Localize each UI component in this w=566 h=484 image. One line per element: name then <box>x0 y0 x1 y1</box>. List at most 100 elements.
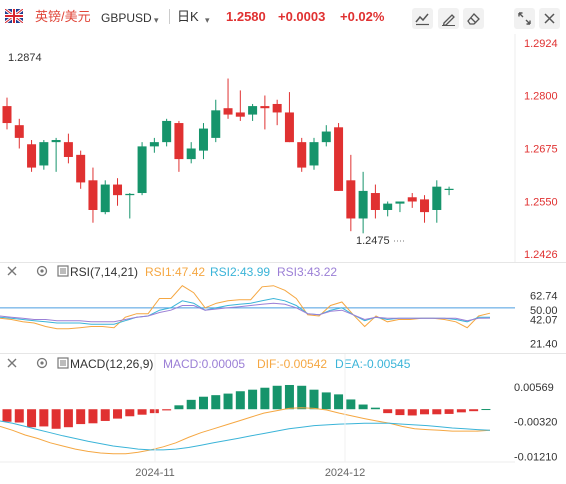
candlestick-chart[interactable]: 1.2924 1.2800 1.2675 1.2550 1.2426 1.2874 1.24… <box>0 34 566 263</box>
macd-histogram-bar <box>51 409 61 429</box>
macd-histogram-bar <box>395 409 405 416</box>
macd-histogram-bar <box>456 409 466 413</box>
uk-flag-icon <box>5 9 23 23</box>
candle-body <box>186 148 196 160</box>
macd-histogram-bar <box>27 409 37 428</box>
symbol-code[interactable]: GBPUSD <box>101 11 152 25</box>
symbol-dropdown-icon[interactable]: ▾ <box>154 15 159 25</box>
rsi3-value: RSI3:43.22 <box>277 265 338 279</box>
candle-body <box>235 112 245 117</box>
hide-indicator-icon[interactable] <box>6 357 18 369</box>
candle-body <box>14 125 24 138</box>
price-tick-label: 1.2675 <box>524 144 558 156</box>
macd-histogram-bar <box>2 409 12 422</box>
dea-line <box>0 420 491 451</box>
time-tick-label: 2024-12 <box>325 467 365 479</box>
candle-body <box>248 106 258 115</box>
dea-value: DEA:-0.00545 <box>335 357 411 371</box>
price-tick-label: 1.2550 <box>524 197 558 209</box>
chart-header: 英镑/美元 GBPUSD ▾ 日K ▾ 1.2580 +0.0003 +0.02… <box>0 0 566 34</box>
candle-body <box>51 140 61 143</box>
gear-icon[interactable] <box>36 265 48 277</box>
macd-histogram-bar <box>76 409 86 425</box>
high-price-label: 1.2874 <box>8 52 42 64</box>
candle-body <box>260 106 270 109</box>
rsi-tick-label: 42.07 <box>530 314 558 326</box>
macd-chart[interactable]: 0.00569 -0.00320 -0.01210 2024-11 2024-12 <box>0 354 566 484</box>
expand-icon <box>518 12 531 25</box>
fullscreen-button[interactable] <box>514 8 535 29</box>
rsi1-value: RSI1:47.42 <box>145 265 206 279</box>
panel-divider <box>0 262 566 263</box>
macd-histogram-bar <box>272 385 282 410</box>
candle-body <box>346 180 356 219</box>
line-chart-icon <box>415 13 429 26</box>
candle-body <box>39 142 49 166</box>
macd-histogram-bar <box>383 409 393 414</box>
macd-histogram-bar <box>444 409 454 414</box>
candle-body <box>27 144 37 168</box>
hide-indicator-icon[interactable] <box>6 265 18 277</box>
macd-histogram-bar <box>137 409 147 415</box>
macd-histogram-bar <box>481 409 491 411</box>
draw-button[interactable] <box>438 8 459 29</box>
macd-histogram-bar <box>162 409 172 411</box>
candle-body <box>63 142 73 157</box>
macd-histogram-bar <box>321 392 331 410</box>
rsi-series-3-line <box>0 302 491 323</box>
macd-histogram-bar <box>334 394 344 410</box>
macd-histogram-bar <box>432 409 442 415</box>
line-chart-button[interactable] <box>412 8 433 29</box>
pencil-icon <box>442 14 455 26</box>
candle-body <box>407 197 417 202</box>
candle-body <box>125 193 135 196</box>
candle-body <box>334 127 344 191</box>
rsi-title[interactable]: RSI(7,14,21) <box>70 265 139 279</box>
rsi-tick-label: 21.40 <box>530 339 558 351</box>
macd-histogram-bar <box>469 409 479 412</box>
period-selector[interactable]: 日K <box>177 9 199 24</box>
candle-body <box>162 120 172 143</box>
indicator-list-icon[interactable] <box>57 265 69 277</box>
price-tick-label: 1.2800 <box>524 90 558 102</box>
rsi-tick-label: 62.74 <box>530 290 558 302</box>
erase-button[interactable] <box>463 8 484 29</box>
macd-tick-label: -0.00320 <box>514 417 557 429</box>
candle-body <box>358 190 368 219</box>
price-change: +0.0003 <box>278 9 326 24</box>
close-icon <box>544 13 555 24</box>
indicator-list-icon[interactable] <box>57 357 69 369</box>
gear-icon[interactable] <box>36 357 48 369</box>
macd-histogram-bar <box>235 391 245 410</box>
macd-histogram-bar <box>407 409 417 416</box>
macd-histogram-bar <box>88 409 98 424</box>
macd-histogram-bar <box>284 384 294 410</box>
macd-histogram-bar <box>113 409 123 419</box>
candle-body <box>272 103 282 113</box>
price-change-percent: +0.02% <box>340 9 385 24</box>
macd-histogram-bar <box>346 399 356 410</box>
macd-title[interactable]: MACD(12,26,9) <box>70 357 154 371</box>
macd-histogram-bar <box>174 405 184 410</box>
price-tick-label: 1.2426 <box>524 249 558 261</box>
candle-body <box>420 199 430 213</box>
candle-body <box>309 142 319 166</box>
candle-body <box>137 146 147 194</box>
macd-histogram-bar <box>211 395 221 410</box>
macd-tick-label: 0.00569 <box>514 382 554 394</box>
macd-histogram-bar <box>125 409 135 417</box>
candle-body <box>211 110 221 138</box>
macd-histogram-bar <box>186 399 196 410</box>
dif-value: DIF:-0.00542 <box>257 357 328 371</box>
panel-divider <box>0 353 566 354</box>
candle-body <box>432 186 442 210</box>
candle-body <box>88 180 98 210</box>
symbol-name[interactable]: 英镑/美元 <box>35 9 91 24</box>
last-price: 1.2580 <box>226 9 266 24</box>
period-dropdown-icon[interactable]: ▾ <box>205 15 210 25</box>
candle-body <box>297 142 307 168</box>
macd-histogram-bar <box>260 387 270 410</box>
close-button[interactable] <box>539 8 560 29</box>
macd-histogram-bar <box>149 409 159 414</box>
